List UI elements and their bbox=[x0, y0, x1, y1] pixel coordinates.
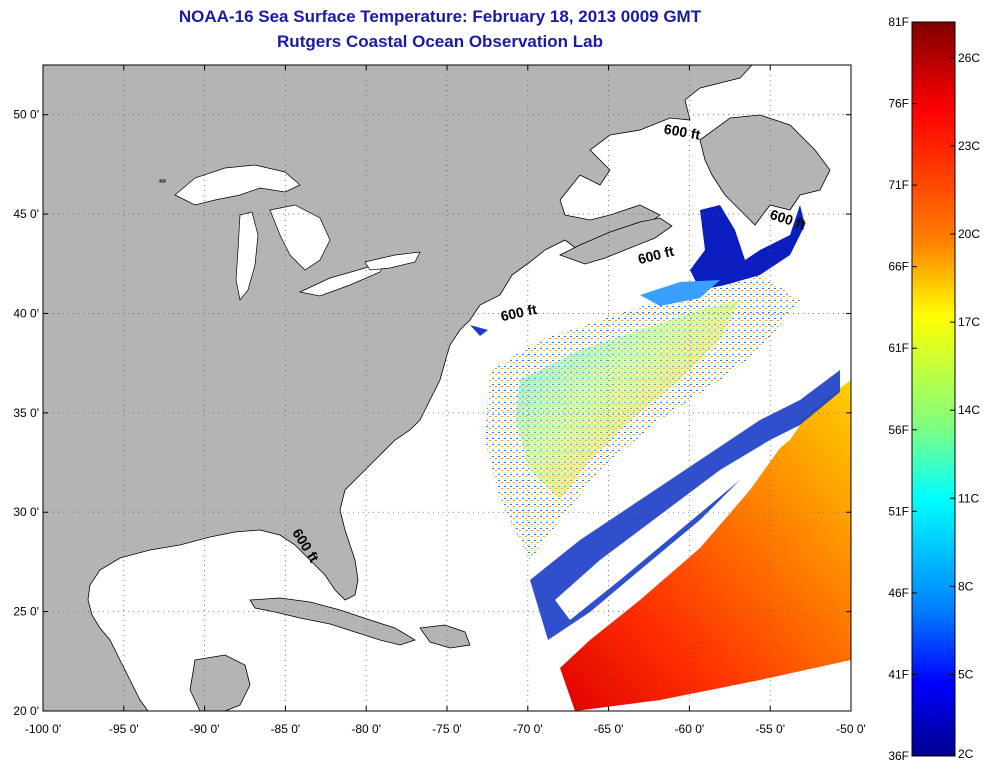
land bbox=[43, 65, 831, 711]
contour-label: 600 ft bbox=[663, 121, 702, 143]
great-lakes-land-patch bbox=[159, 179, 166, 183]
lake-michigan bbox=[235, 211, 259, 301]
lon-tick-label: -60 0' bbox=[675, 722, 705, 736]
lat-tick-label: 20 0' bbox=[13, 704, 39, 718]
sst-warm-region bbox=[560, 380, 851, 711]
lon-tick-label: -70 0' bbox=[513, 722, 543, 736]
colorbar-label-f: 36F bbox=[888, 749, 909, 763]
lon-tick-label: -80 0' bbox=[351, 722, 381, 736]
yucatan-land bbox=[189, 654, 251, 711]
colorbar-label-c: 11C bbox=[958, 491, 979, 505]
colorbar-label-c: 20C bbox=[958, 227, 980, 241]
sst-cold-shelf bbox=[640, 280, 720, 306]
colorbar-label-c: 5C bbox=[958, 667, 974, 681]
lon-tick-label: -95 0' bbox=[109, 722, 139, 736]
north-america-land bbox=[43, 65, 753, 711]
lon-tick-label: -85 0' bbox=[271, 722, 301, 736]
lake-huron bbox=[269, 204, 331, 271]
colorbar-label-f: 66F bbox=[888, 260, 909, 274]
lat-tick-label: 30 0' bbox=[13, 505, 39, 519]
lat-tick-label: 25 0' bbox=[13, 605, 39, 619]
sst-cold-scotian bbox=[690, 205, 805, 290]
contour-label: 600 ft bbox=[499, 301, 538, 324]
colorbar-label-f: 56F bbox=[888, 423, 909, 437]
lon-tick-label: -75 0' bbox=[432, 722, 462, 736]
lake-ontario bbox=[364, 251, 421, 271]
colorbar-fahrenheit-labels: 81F 76F 71F 66F 61F 56F 51F 46F 41F 36F bbox=[888, 15, 917, 763]
lon-tick-label: -50 0' bbox=[836, 722, 866, 736]
map-title: NOAA-16 Sea Surface Temperature: Februar… bbox=[40, 4, 840, 54]
colorbar-label-f: 46F bbox=[888, 586, 909, 600]
hispaniola-land bbox=[419, 624, 471, 649]
longitude-axis: -100 0' -95 0' -90 0' -85 0' -80 0' -75 0' -70… bbox=[25, 65, 866, 736]
sst-cold-ny bbox=[470, 325, 488, 336]
lon-tick-label: -55 0' bbox=[755, 722, 785, 736]
sst-shelf-tint bbox=[515, 300, 740, 500]
title-line-1: NOAA-16 Sea Surface Temperature: Februar… bbox=[178, 7, 702, 26]
colorbar bbox=[911, 21, 956, 757]
colorbar-label-c: 23C bbox=[958, 139, 980, 153]
lat-tick-label: 45 0' bbox=[13, 207, 39, 221]
newfoundland-land bbox=[699, 114, 831, 226]
colorbar-label-f: 76F bbox=[888, 97, 909, 111]
colorbar-label-c: 17C bbox=[958, 315, 980, 329]
lat-tick-label: 35 0' bbox=[13, 406, 39, 420]
lat-tick-label: 40 0' bbox=[13, 306, 39, 320]
lake-superior bbox=[174, 164, 301, 206]
nova-scotia-land bbox=[558, 217, 673, 265]
colorbar-label-f: 51F bbox=[888, 504, 909, 518]
colorbar-label-c: 8C bbox=[958, 579, 974, 593]
colorbar-label-c: 26C bbox=[958, 51, 980, 65]
colorbar-celsius-labels: 26C 23C 20C 17C 14C 11C 8C 5C 2C bbox=[950, 51, 980, 761]
colorbar-label-f: 81F bbox=[888, 15, 909, 29]
colorbar-label-f: 71F bbox=[888, 178, 909, 192]
latitude-axis: 20 0' 25 0' 30 0' 35 0' 40 0' 45 0' 50 0' bbox=[13, 108, 851, 718]
cuba-land bbox=[249, 597, 416, 646]
lat-tick-label: 50 0' bbox=[13, 108, 39, 122]
lon-tick-label: -65 0' bbox=[594, 722, 624, 736]
lon-tick-label: -90 0' bbox=[190, 722, 220, 736]
sst-cloud-gap bbox=[555, 425, 800, 620]
colorbar-label-f: 41F bbox=[888, 667, 909, 681]
colorbar-label-f: 61F bbox=[888, 341, 909, 355]
great-lakes bbox=[174, 164, 421, 301]
title-line-2: Rutgers Coastal Ocean Observation Lab bbox=[277, 32, 603, 51]
lon-tick-label: -100 0' bbox=[25, 722, 61, 736]
colorbar-label-c: 14C bbox=[958, 403, 980, 417]
colorbar-label-c: 2C bbox=[958, 747, 974, 761]
